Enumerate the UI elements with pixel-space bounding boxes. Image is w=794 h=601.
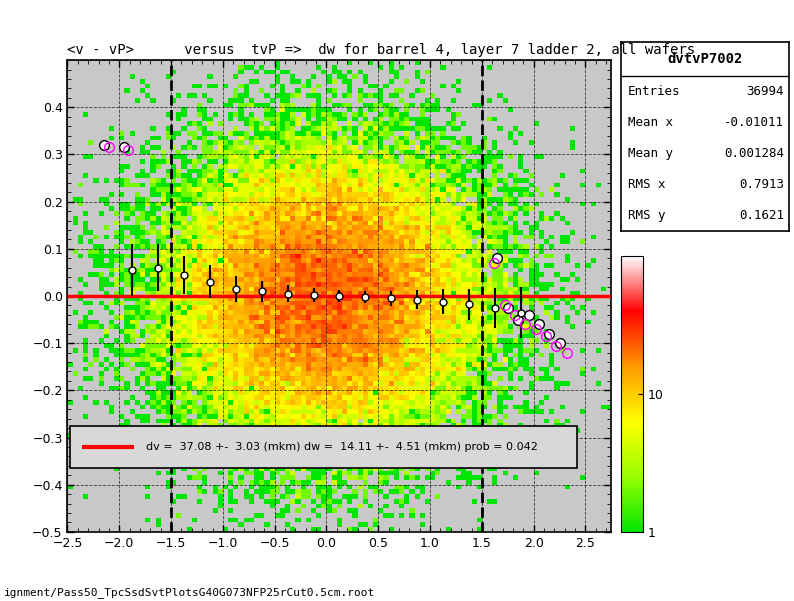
Text: Mean x: Mean x	[627, 116, 673, 129]
Text: dv =  37.08 +-  3.03 (mkm) dw =  14.11 +-  4.51 (mkm) prob = 0.042: dv = 37.08 +- 3.03 (mkm) dw = 14.11 +- 4…	[146, 442, 538, 452]
Text: 0.1621: 0.1621	[739, 209, 784, 222]
Text: 0.001284: 0.001284	[724, 147, 784, 160]
FancyBboxPatch shape	[70, 426, 577, 468]
Text: 0.7913: 0.7913	[739, 178, 784, 191]
Text: RMS y: RMS y	[627, 209, 665, 222]
Text: 36994: 36994	[746, 85, 784, 98]
Text: -0.01011: -0.01011	[724, 116, 784, 129]
Text: dvtvP7002: dvtvP7002	[668, 52, 742, 66]
Text: RMS x: RMS x	[627, 178, 665, 191]
Text: ignment/Pass50_TpcSsdSvtPlotsG40G073NFP25rCut0.5cm.root: ignment/Pass50_TpcSsdSvtPlotsG40G073NFP2…	[4, 587, 376, 598]
Text: <v - vP>      versus  tvP =>  dw for barrel 4, layer 7 ladder 2, all wafers: <v - vP> versus tvP => dw for barrel 4, …	[67, 43, 696, 57]
Text: Mean y: Mean y	[627, 147, 673, 160]
Text: Entries: Entries	[627, 85, 680, 98]
